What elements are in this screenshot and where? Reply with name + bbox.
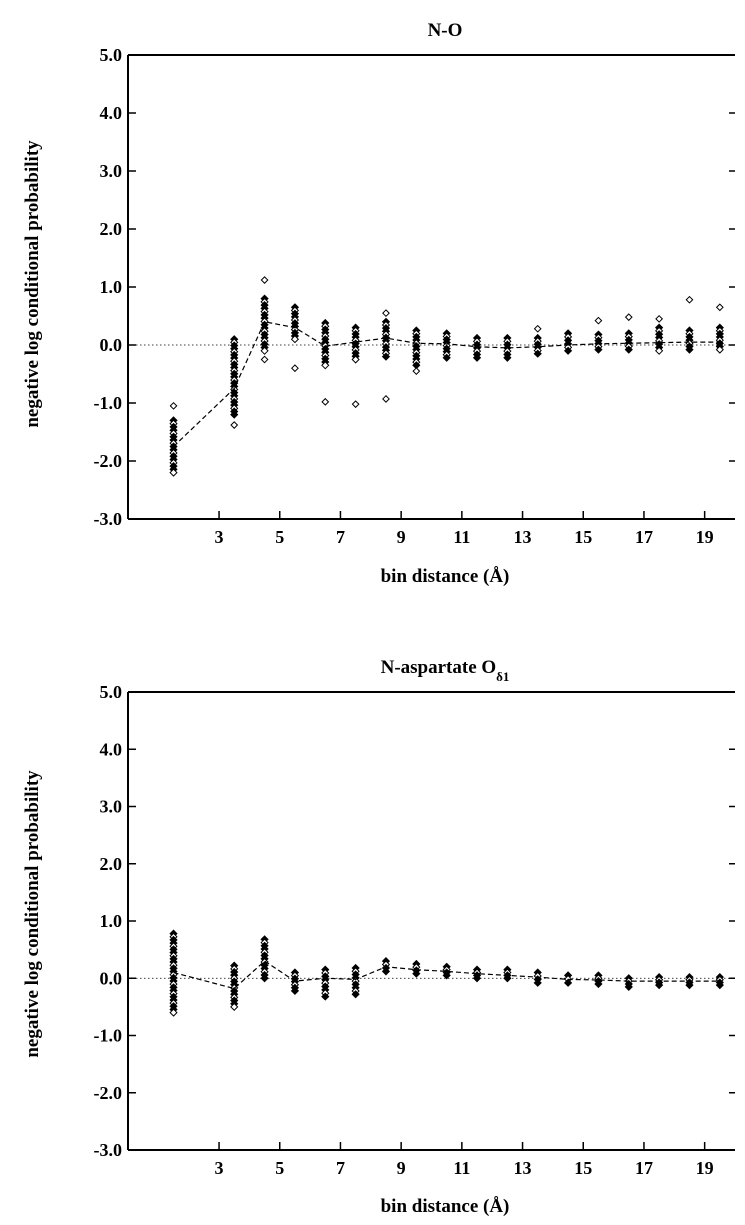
y-tick-label: 3.0 [100, 161, 123, 181]
x-tick-label: 19 [696, 1158, 714, 1178]
average-line [173, 321, 720, 447]
x-tick-label: 11 [453, 527, 470, 547]
x-tick-label: 3 [215, 527, 224, 547]
data-point [351, 990, 360, 999]
x-tick-label: 3 [215, 1158, 224, 1178]
data-point [503, 974, 512, 983]
data-point [381, 352, 391, 361]
data-point [442, 971, 451, 980]
outlier-point [230, 421, 239, 429]
y-tick-label: -3.0 [94, 509, 123, 529]
y-tick-label: 2.0 [100, 219, 123, 239]
y-tick-label: -3.0 [94, 1140, 123, 1160]
data-point [472, 353, 482, 362]
average-line [173, 960, 720, 990]
data-point [685, 981, 694, 990]
y-tick-label: -1.0 [94, 393, 123, 413]
x-tick-label: 17 [635, 1158, 653, 1178]
data-point [715, 981, 724, 990]
chart-panel-n-aspartate: N-aspartate Oδ1 negative log conditional… [22, 657, 735, 1217]
x-tick-label: 13 [514, 527, 532, 547]
data-point [655, 981, 664, 990]
data-point [169, 1008, 178, 1017]
x-axis-label: bin distance (Å) [381, 566, 510, 587]
y-tick-label: -1.0 [94, 1026, 123, 1046]
y-tick-label: 0.0 [100, 335, 123, 355]
data-point [321, 361, 330, 370]
outlier-point [624, 313, 633, 322]
data-point [321, 992, 330, 1001]
y-axis-label: negative log conditional probability [22, 140, 43, 428]
data-point [290, 335, 300, 344]
data-point [169, 468, 178, 477]
data-point [472, 974, 482, 983]
outlier-point [412, 367, 421, 376]
outlier-point [321, 397, 330, 406]
y-tick-label: -2.0 [94, 451, 123, 471]
chart-panel-n-o: N-O negative log conditional probability… [22, 20, 735, 587]
outlier-point [260, 276, 269, 284]
data-point [260, 346, 269, 355]
outlier-point [685, 295, 694, 304]
data-point [381, 967, 391, 976]
data-point [260, 974, 269, 983]
x-tick-label: 15 [574, 1158, 592, 1178]
data-point [594, 979, 603, 989]
data-point [594, 345, 603, 354]
y-axis-label: negative log conditional probability [22, 770, 43, 1058]
outlier-point [169, 401, 178, 410]
y-tick-label: 4.0 [100, 739, 123, 759]
data-point [351, 355, 360, 364]
x-tick-label: 13 [514, 1158, 532, 1178]
data-point [685, 345, 694, 354]
y-tick-label: -2.0 [94, 1083, 123, 1103]
x-tick-label: 11 [453, 1158, 470, 1178]
data-point [230, 1002, 239, 1011]
x-tick-label: 5 [275, 1158, 284, 1178]
data-point [503, 353, 512, 362]
x-tick-label: 17 [635, 527, 653, 547]
x-tick-label: 5 [275, 527, 284, 547]
data-point [624, 345, 633, 354]
data-point [624, 982, 633, 991]
x-tick-label: 9 [397, 1158, 406, 1178]
outlier-point [533, 324, 542, 333]
x-tick-label: 19 [696, 527, 714, 547]
outlier-point [715, 303, 724, 312]
outlier-point [260, 355, 269, 364]
y-tick-label: 5.0 [100, 45, 123, 65]
y-tick-label: 4.0 [100, 103, 123, 123]
data-point [533, 349, 542, 358]
chart-title: N-O [428, 20, 463, 41]
y-tick-label: 2.0 [100, 854, 123, 874]
y-tick-label: 3.0 [100, 797, 123, 817]
x-tick-label: 9 [397, 527, 406, 547]
y-tick-label: 5.0 [100, 682, 123, 702]
data-point [563, 346, 573, 355]
data-point [442, 353, 451, 362]
y-tick-label: 0.0 [100, 968, 123, 988]
data-point [533, 978, 542, 987]
outlier-point [594, 316, 603, 325]
y-tick-label: 1.0 [100, 911, 123, 931]
data-point [655, 346, 664, 355]
outlier-point [655, 314, 664, 323]
outlier-point [291, 364, 299, 373]
data-point [230, 410, 239, 419]
data-point [290, 986, 300, 995]
data-point [715, 345, 724, 354]
data-point [563, 978, 573, 987]
x-tick-label: 7 [336, 527, 345, 547]
outlier-point [382, 309, 390, 318]
y-tick-label: 1.0 [100, 277, 123, 297]
outlier-point [382, 395, 390, 403]
chart-title: N-aspartate Oδ1 [381, 657, 510, 684]
data-point [412, 969, 421, 978]
x-tick-label: 7 [336, 1158, 345, 1178]
x-axis-label: bin distance (Å) [381, 1196, 510, 1217]
x-tick-label: 15 [574, 527, 592, 547]
outlier-point [351, 400, 360, 409]
